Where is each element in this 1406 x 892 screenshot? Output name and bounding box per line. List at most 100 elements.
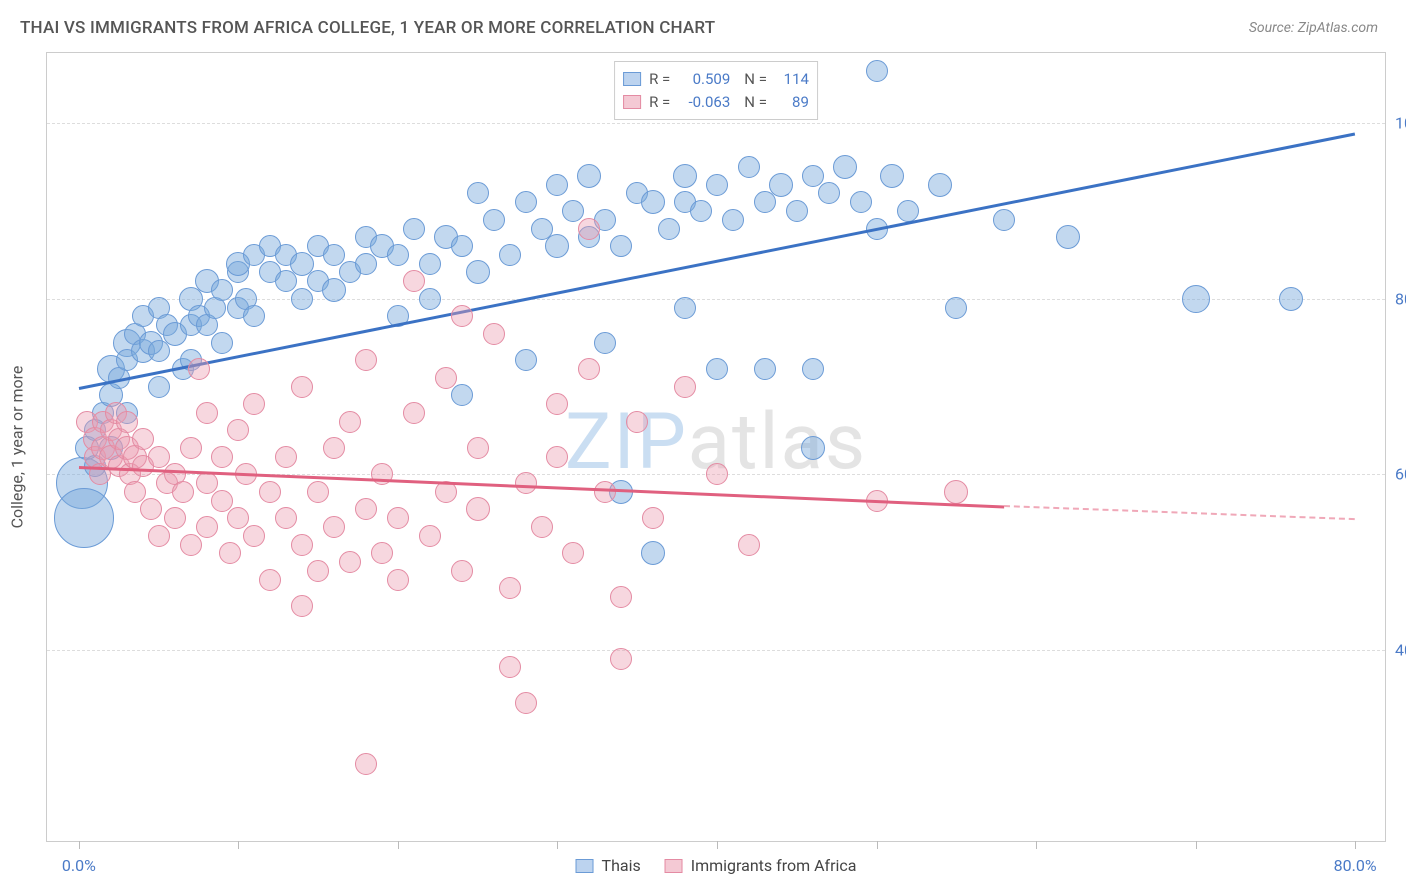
data-point-thais	[322, 278, 346, 302]
data-point-africa	[467, 437, 489, 459]
stat-r-label: R =	[649, 68, 670, 91]
data-point-africa	[180, 534, 202, 556]
data-point-thais	[291, 288, 313, 310]
legend-item: Immigrants from Africa	[665, 856, 857, 875]
data-point-africa	[355, 753, 377, 775]
data-point-africa	[124, 481, 146, 503]
data-point-africa	[227, 419, 249, 441]
data-point-africa	[387, 569, 409, 591]
y-axis-label: College, 1 year or more	[8, 366, 27, 529]
trend-line-africa	[1004, 505, 1355, 520]
x-tick	[79, 841, 80, 849]
bottom-legend: ThaisImmigrants from Africa	[576, 856, 857, 875]
y-tick-label: 100.0%	[1395, 114, 1406, 133]
data-point-africa	[172, 481, 194, 503]
data-point-thais	[323, 244, 345, 266]
x-tick-label: 80.0%	[1334, 856, 1377, 875]
data-point-africa	[196, 472, 218, 494]
data-point-thais	[148, 376, 170, 398]
data-point-thais	[833, 155, 857, 179]
x-tick	[1196, 841, 1197, 849]
data-point-thais	[722, 209, 744, 231]
stat-n-label: N =	[744, 91, 767, 114]
data-point-africa	[562, 542, 584, 564]
data-point-thais	[802, 165, 824, 187]
data-point-africa	[642, 507, 664, 529]
data-point-africa	[944, 480, 968, 504]
legend-swatch	[623, 95, 641, 109]
stats-legend-box: R =0.509N =114R =-0.063N =89	[614, 61, 818, 120]
data-point-thais	[451, 384, 473, 406]
data-point-thais	[706, 358, 728, 380]
data-point-thais	[467, 182, 489, 204]
y-tick-label: 40.0%	[1395, 640, 1406, 659]
stat-r-value: -0.063	[678, 91, 730, 114]
data-point-africa	[403, 270, 425, 292]
data-point-thais	[754, 358, 776, 380]
data-point-thais	[754, 191, 776, 213]
x-tick	[717, 841, 718, 849]
stat-n-value: 89	[775, 91, 809, 114]
gridline-h	[47, 123, 1385, 124]
data-point-africa	[148, 525, 170, 547]
plot-area: College, 1 year or more ZIPatlas R =0.50…	[46, 52, 1386, 842]
data-point-africa	[275, 446, 297, 468]
stat-row: R =-0.063N =89	[623, 91, 809, 114]
data-point-thais	[211, 279, 233, 301]
data-point-thais	[690, 200, 712, 222]
data-point-thais	[466, 260, 490, 284]
data-point-africa	[196, 516, 218, 538]
data-point-africa	[578, 358, 600, 380]
data-point-africa	[275, 507, 297, 529]
data-point-africa	[116, 411, 138, 433]
x-tick	[238, 841, 239, 849]
data-point-thais	[673, 164, 697, 188]
data-point-africa	[291, 595, 313, 617]
data-point-thais	[515, 349, 537, 371]
data-point-thais	[562, 200, 584, 222]
data-point-thais	[211, 332, 233, 354]
data-point-africa	[466, 497, 490, 521]
data-point-africa	[355, 349, 377, 371]
data-point-africa	[211, 446, 233, 468]
x-tick	[557, 841, 558, 849]
data-point-africa	[291, 376, 313, 398]
data-point-africa	[387, 507, 409, 529]
gridline-h	[47, 650, 1385, 651]
data-point-thais	[355, 253, 377, 275]
data-point-africa	[483, 323, 505, 345]
data-point-africa	[259, 481, 281, 503]
data-point-africa	[610, 648, 632, 670]
data-point-africa	[291, 534, 313, 556]
data-point-africa	[243, 525, 265, 547]
data-point-africa	[706, 463, 728, 485]
plot-inner: ZIPatlas R =0.509N =114R =-0.063N =89	[47, 53, 1385, 841]
data-point-africa	[499, 656, 521, 678]
data-point-africa	[307, 481, 329, 503]
data-point-africa	[140, 498, 162, 520]
data-point-africa	[323, 516, 345, 538]
data-point-africa	[188, 358, 210, 380]
x-tick	[1355, 841, 1356, 849]
data-point-africa	[196, 402, 218, 424]
stat-row: R =0.509N =114	[623, 68, 809, 91]
data-point-thais	[641, 541, 665, 565]
data-point-africa	[546, 393, 568, 415]
data-point-africa	[403, 402, 425, 424]
data-point-africa	[164, 507, 186, 529]
data-point-africa	[435, 367, 457, 389]
data-point-thais	[802, 358, 824, 380]
data-point-africa	[578, 218, 600, 240]
data-point-thais	[928, 173, 952, 197]
data-point-thais	[850, 191, 872, 213]
data-point-africa	[738, 534, 760, 556]
x-tick	[398, 841, 399, 849]
y-tick-label: 80.0%	[1395, 289, 1406, 308]
data-point-thais	[594, 332, 616, 354]
data-point-thais	[451, 235, 473, 257]
data-point-thais	[945, 297, 967, 319]
stat-r-value: 0.509	[678, 68, 730, 91]
data-point-africa	[499, 577, 521, 599]
data-point-africa	[323, 437, 345, 459]
data-point-thais	[545, 234, 569, 258]
